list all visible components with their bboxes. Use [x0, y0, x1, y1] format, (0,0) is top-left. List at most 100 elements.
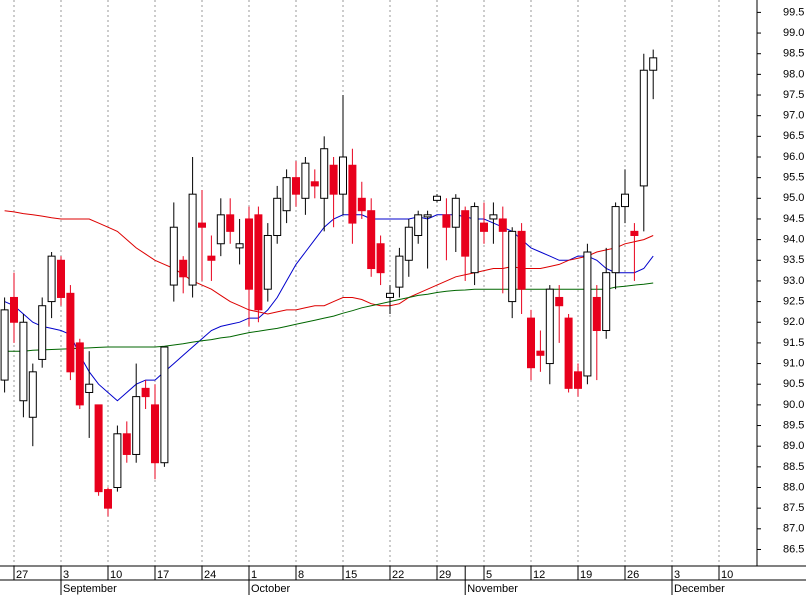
- y-tick-label: 97.0: [783, 110, 804, 122]
- x-tick-label: 10: [721, 569, 733, 581]
- y-tick-label: 95.5: [783, 172, 804, 184]
- x-tick-label: 29: [439, 569, 451, 581]
- x-tick-label: 5: [486, 569, 492, 581]
- candle-body: [329, 164, 338, 195]
- y-tick-label: 91.0: [783, 357, 804, 369]
- candle-body: [75, 342, 84, 406]
- y-tick-label: 94.5: [783, 213, 804, 225]
- y-tick-label: 86.5: [783, 543, 804, 555]
- month-label: September: [63, 583, 117, 595]
- candle-body: [423, 214, 432, 218]
- y-tick-label: 92.5: [783, 295, 804, 307]
- candle-body: [254, 214, 263, 311]
- candle-body: [527, 317, 535, 369]
- x-tick-label: 17: [157, 569, 169, 581]
- candle-body: [348, 164, 357, 224]
- candle-body: [621, 193, 629, 208]
- x-tick-label: 19: [580, 569, 592, 581]
- candle-body: [85, 383, 94, 393]
- candle-body: [113, 433, 122, 489]
- y-tick-label: 96.5: [783, 130, 804, 142]
- x-tick-label: 8: [298, 569, 304, 581]
- candle-body: [545, 288, 554, 365]
- y-tick-label: 98.0: [783, 68, 804, 80]
- candle-body: [132, 396, 141, 455]
- candle-body: [517, 230, 526, 290]
- candle-body: [414, 214, 423, 236]
- candle-body: [498, 218, 507, 232]
- candle-body: [574, 371, 582, 389]
- candle-body: [179, 259, 188, 278]
- x-tick-label: 3: [63, 569, 69, 581]
- candle-body: [282, 177, 291, 212]
- y-tick-label: 87.5: [783, 502, 804, 514]
- y-tick-label: 89.5: [783, 419, 804, 431]
- x-tick-label: 12: [533, 569, 545, 581]
- x-tick-label: 24: [204, 569, 216, 581]
- y-tick-label: 87.0: [783, 523, 804, 535]
- y-tick-label: 90.0: [783, 399, 804, 411]
- candle-body: [198, 222, 206, 228]
- candle-body: [649, 57, 658, 71]
- candle-body: [94, 404, 103, 493]
- month-label: November: [467, 583, 518, 595]
- candle-body: [386, 292, 394, 298]
- y-tick-label: 89.0: [783, 440, 804, 452]
- candle-body: [630, 230, 639, 236]
- candle-body: [404, 226, 413, 261]
- y-tick-label: 96.0: [783, 151, 804, 163]
- candle-body: [207, 255, 216, 261]
- candle-body: [451, 197, 460, 228]
- candle-body: [151, 404, 159, 464]
- candle-body: [245, 218, 253, 290]
- candle-body: [508, 230, 517, 303]
- x-tick-label: 3: [674, 569, 680, 581]
- candle-body: [442, 214, 451, 228]
- candle-body: [216, 214, 225, 245]
- month-label: December: [674, 583, 725, 595]
- candle-body: [301, 162, 310, 199]
- x-tick-label: 27: [16, 569, 28, 581]
- candle-body: [38, 305, 47, 360]
- y-tick-label: 98.5: [783, 48, 804, 60]
- candle-body: [357, 197, 366, 212]
- moving-average-line: [4, 282, 654, 352]
- moving-average-line: [4, 210, 654, 315]
- y-tick-label: 92.0: [783, 316, 804, 328]
- x-tick-label: 15: [345, 569, 357, 581]
- candle-body: [489, 214, 498, 220]
- candle-body: [611, 206, 620, 274]
- candle-body: [104, 489, 112, 509]
- candle-body: [57, 259, 65, 298]
- candle-body: [141, 387, 150, 398]
- candle-body: [339, 156, 347, 195]
- candle-body: [28, 371, 37, 418]
- candle-body: [226, 214, 235, 232]
- candle-body: [639, 69, 648, 187]
- candle-body: [592, 296, 601, 332]
- moving-average-line: [4, 214, 654, 402]
- candle-body: [470, 206, 479, 274]
- candle-body: [461, 210, 470, 257]
- candle-body: [480, 222, 488, 232]
- x-tick-label: 10: [110, 569, 122, 581]
- candle-body: [47, 255, 56, 303]
- x-tick-label: 26: [627, 569, 639, 581]
- y-tick-label: 93.5: [783, 254, 804, 266]
- candle-body: [395, 255, 404, 288]
- y-tick-label: 99.5: [783, 6, 804, 18]
- candle-body: [235, 243, 244, 249]
- candle-body: [188, 193, 197, 286]
- candle-body: [122, 433, 131, 455]
- candle-body: [583, 251, 592, 377]
- candle-body: [536, 350, 545, 356]
- candle-body: [263, 234, 272, 290]
- x-tick-label: 22: [392, 569, 404, 581]
- y-tick-label: 95.0: [783, 192, 804, 204]
- candle-body: [564, 317, 573, 389]
- candle-body: [273, 197, 282, 236]
- candle-body: [160, 346, 169, 464]
- candle-body: [320, 148, 329, 199]
- candle-body: [10, 296, 18, 323]
